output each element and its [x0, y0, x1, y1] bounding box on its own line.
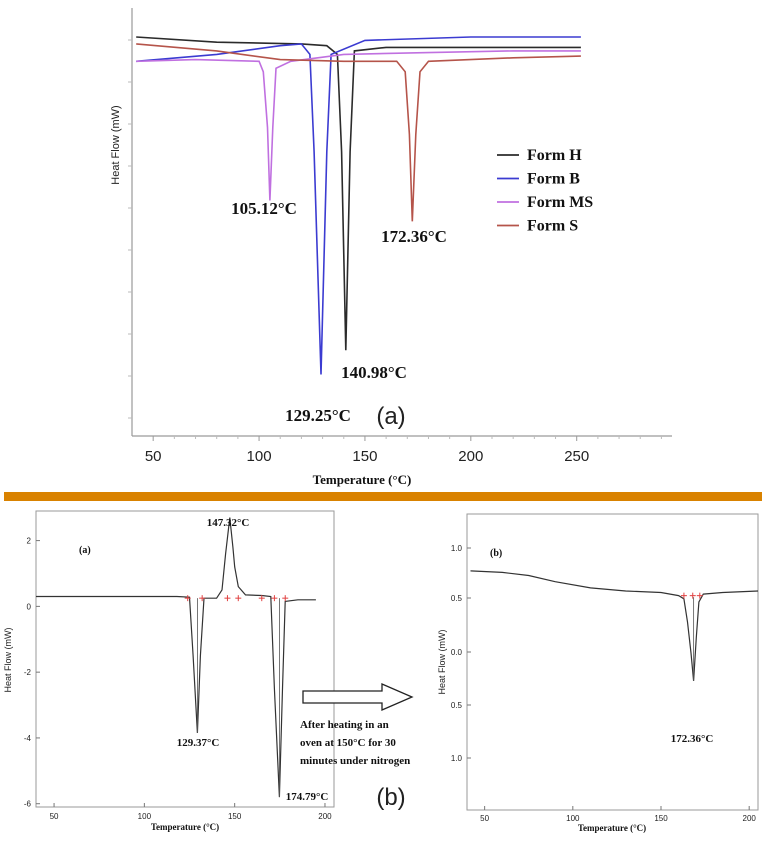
top-x-ticks: 50 100 150 200 250: [128, 39, 662, 465]
br-plot-frame: [466, 513, 759, 811]
bl-dsc-line: [36, 517, 316, 798]
panel-bottom-right-dsc: 50 100 150 200 1.0 0.5 0.0 0.5 1.0 (b) Heat Flow…: [437, 513, 759, 833]
top-x-tick-label: 100: [247, 448, 272, 465]
series-line-form-s: [136, 43, 581, 222]
br-peak-labels: 172.36°C: [671, 733, 714, 745]
bl-y-tick-label: -4: [24, 734, 32, 743]
series-line-form-h: [136, 36, 581, 351]
bl-peak-label: 174.79°C: [286, 791, 329, 803]
arrow-note-line-2: oven at 150°C for 30: [300, 737, 396, 749]
top-x-tick-label: 150: [352, 448, 377, 465]
bl-x-tick-label: 200: [318, 812, 332, 821]
bl-y-tick-label: -2: [24, 668, 32, 677]
bl-peak-label: 129.37°C: [177, 737, 220, 749]
bl-panel-label: (a): [79, 545, 91, 556]
top-y-axis-label: Heat Flow (mW): [110, 105, 122, 184]
bl-y-tick-label: 2: [27, 537, 32, 546]
legend-label: Form B: [527, 171, 580, 188]
br-y-tick-label: 1.0: [451, 544, 463, 553]
peak-label: 172.36°C: [381, 227, 447, 246]
bl-y-tick-label: 0: [27, 602, 32, 611]
top-curves: [136, 36, 581, 375]
top-panel-label: (a): [376, 403, 405, 430]
bl-plot-frame: [35, 510, 335, 808]
bl-curve: [36, 517, 316, 798]
peak-label: 140.98°C: [341, 363, 407, 382]
top-peak-labels: 140.98°C 129.25°C 105.12°C 172.36°C: [231, 199, 447, 425]
panel-top-dsc: 50 100 150 200 250 Heat Flow (mW) Temperatur…: [110, 8, 672, 487]
bl-x-tick-label: 50: [50, 812, 59, 821]
legend-label: Form S: [527, 218, 578, 235]
section-divider: [4, 492, 762, 501]
br-x-axis-label: Temperature (°C): [578, 823, 646, 833]
legend-label: Form MS: [527, 194, 593, 211]
series-line-form-b: [136, 36, 581, 375]
legend-label: Form H: [527, 147, 582, 164]
br-peak-label: 172.36°C: [671, 733, 714, 745]
bl-peak-label: 147.32°C: [207, 517, 250, 529]
top-x-axis-label: Temperature (°C): [313, 472, 412, 487]
top-legend: Form H Form B Form MS Form S: [497, 147, 593, 235]
series-line-form-ms: [136, 50, 581, 201]
br-y-tick-label: 0.5: [451, 701, 463, 710]
process-arrow: [302, 683, 414, 711]
arrow-note-line-1: After heating in an: [300, 719, 389, 731]
arrow-note-line-3: minutes under nitrogen: [300, 755, 410, 767]
top-x-tick-label: 250: [564, 448, 589, 465]
bl-peak-labels: 147.32°C 129.37°C 174.79°C: [177, 517, 329, 803]
top-x-tick-label: 50: [145, 448, 162, 465]
bl-x-axis-label: Temperature (°C): [151, 822, 219, 832]
br-y-axis-label: Heat Flow (mW): [437, 629, 447, 694]
br-dsc-line: [470, 570, 759, 681]
br-y-tick-label: 0.0: [451, 648, 463, 657]
br-x-tick-label: 150: [654, 814, 668, 823]
br-x-tick-label: 100: [566, 814, 580, 823]
bottom-panel-label: (b): [376, 784, 405, 811]
bl-y-tick-label: -6: [24, 800, 32, 809]
bl-x-tick-label: 100: [138, 812, 152, 821]
br-y-tick-label: 0.5: [451, 594, 463, 603]
br-x-tick-label: 200: [743, 814, 757, 823]
bl-y-axis-label: Heat Flow (mW): [3, 627, 13, 692]
peak-label: 129.25°C: [285, 406, 351, 425]
br-panel-label: (b): [490, 548, 502, 559]
panel-bottom-left-dsc: 50 100 150 200 2 0 -2 -4 -6 (a) Heat Flow (mW) T…: [3, 510, 335, 832]
peak-label: 105.12°C: [231, 199, 297, 218]
br-onset-markers: [680, 592, 703, 681]
bl-x-tick-label: 150: [228, 812, 242, 821]
br-curve: [470, 570, 759, 681]
right-arrow-icon: [302, 683, 414, 711]
arrow-note: After heating in an oven at 150°C for 30…: [300, 719, 410, 767]
br-ticks: 50 100 150 200 1.0 0.5 0.0 0.5 1.0: [451, 544, 757, 823]
bl-onset-markers: [184, 595, 289, 798]
top-x-tick-label: 200: [458, 448, 483, 465]
br-x-tick-label: 50: [480, 814, 489, 823]
bl-ticks: 50 100 150 200 2 0 -2 -4 -6: [24, 537, 332, 821]
br-y-tick-label: 1.0: [451, 754, 463, 763]
